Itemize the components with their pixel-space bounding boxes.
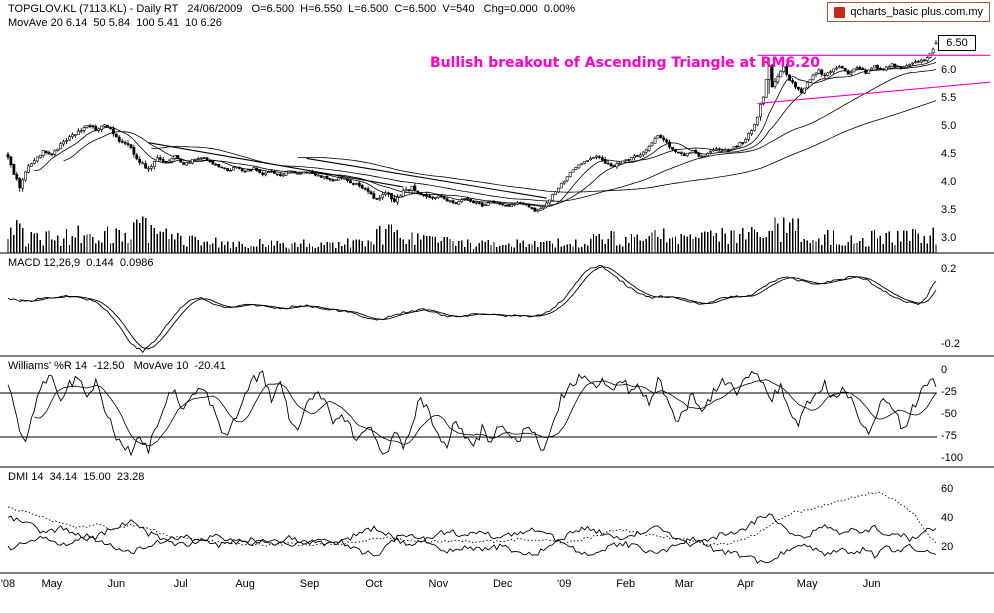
chart-title: TOPGLOV.KL (7113.KL) - Daily RT 24/06/20… [8, 3, 576, 15]
x-axis-month-label: Oct [365, 578, 383, 590]
last-price-box: 6.50 [938, 35, 976, 51]
price-axis-tick: 5.5 [941, 92, 957, 104]
qcharts-logo-icon [834, 6, 846, 18]
price-axis-tick: 5.0 [941, 120, 957, 132]
qcharts-brand-text: qcharts_basic plus.com.my [850, 6, 983, 18]
qcharts-watermark: qcharts_basic plus.com.my [827, 2, 990, 22]
dmi-panel-label: DMI 14 34.14 15.00 23.28 [8, 471, 145, 483]
macd-axis-tick: -0.2 [941, 338, 960, 350]
x-axis-month-label: '09 [557, 578, 572, 590]
moving-average-legend: MovAve 20 6.14 50 5.84 100 5.41 10 6.26 [8, 17, 222, 29]
williams-axis-tick: -75 [941, 430, 957, 442]
x-axis-month-label: Jun [107, 578, 126, 590]
williams-panel-label: Williams' %R 14 -12.50 MovAve 10 -20.41 [8, 360, 226, 372]
x-axis-month-label: Mar [674, 578, 694, 590]
price-axis-tick: 4.5 [941, 148, 957, 160]
x-axis-month-label: Dec [492, 578, 513, 590]
macd-panel-label: MACD 12,26,9 0.144 0.0986 [8, 257, 154, 269]
x-axis-month-label: Feb [616, 578, 636, 590]
x-axis-month-label: Apr [737, 578, 755, 590]
williams-axis-tick: 0 [941, 364, 948, 376]
price-axis-tick: 3.0 [941, 232, 957, 244]
price-axis-tick: 4.0 [941, 176, 957, 188]
x-axis-month-label: Aug [235, 578, 255, 590]
x-axis-month-label: '08 [0, 578, 16, 590]
price-axis-tick: 3.5 [941, 204, 957, 216]
x-axis-month-label: Jun [862, 578, 881, 590]
williams-axis-tick: -25 [941, 386, 957, 398]
x-axis-month-label: Sep [299, 578, 320, 590]
breakout-annotation: Bullish breakout of Ascending Triangle a… [430, 55, 820, 71]
dmi-axis-tick: 60 [941, 483, 954, 495]
williams-axis-tick: -100 [941, 452, 964, 464]
x-axis-month-label: Nov [428, 578, 449, 590]
dmi-axis-tick: 20 [941, 541, 954, 553]
macd-axis-tick: 0.2 [941, 263, 957, 275]
williams-axis-tick: -50 [941, 408, 957, 420]
x-axis-month-label: May [796, 578, 818, 590]
x-axis-month-label: Jul [173, 578, 188, 590]
x-axis-month-label: May [41, 578, 63, 590]
price-axis-tick: 6.0 [941, 64, 957, 76]
dmi-axis-tick: 40 [941, 512, 954, 524]
